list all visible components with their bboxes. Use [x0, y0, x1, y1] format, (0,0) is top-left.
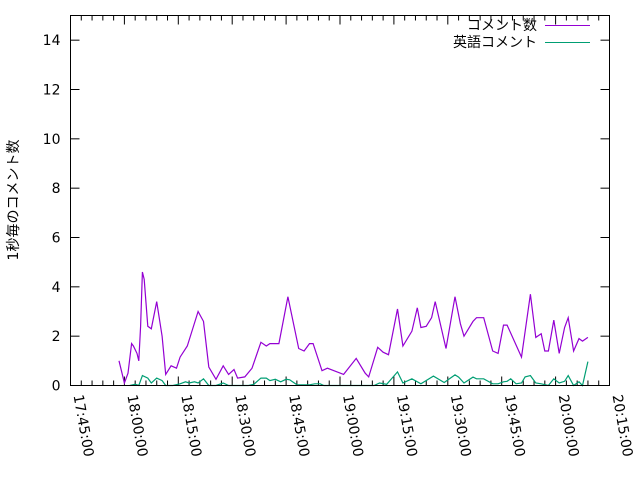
x-tick-label: 18:15:00	[177, 393, 204, 458]
y-tick-label: 4	[52, 280, 61, 296]
x-tick-label: 20:15:00	[609, 393, 636, 458]
series-line-0	[118, 271, 589, 386]
plot-border	[70, 15, 610, 386]
x-tick-label: 20:00:00	[555, 393, 582, 458]
x-tick-label: 18:30:00	[231, 393, 258, 458]
axes: 0 2 4 6 8 10 12 14 17:45:00 18:00:00 18:15:00 18:30…	[43, 15, 636, 458]
y-axis-label: 1秒毎のコメント数	[6, 140, 22, 261]
x-tick-label: 19:45:00	[501, 393, 528, 458]
x-tick-label: 19:15:00	[393, 393, 420, 458]
x-tick-label: 18:45:00	[285, 393, 312, 458]
legend-label-0: コメント数	[467, 18, 537, 34]
y-tick-label: 8	[52, 181, 61, 197]
x-tick-label: 19:00:00	[339, 393, 366, 458]
series-lines	[118, 271, 589, 387]
y-tick-label: 12	[43, 83, 61, 99]
x-tick-label: 19:30:00	[447, 393, 474, 458]
y-tick-label: 2	[52, 329, 61, 345]
y-tick-label: 6	[52, 231, 61, 247]
y-tick-label: 14	[43, 33, 61, 49]
legend-label-1: 英語コメント	[453, 34, 537, 51]
x-tick-label: 17:45:00	[70, 393, 97, 458]
y-tick-label: 0	[52, 379, 61, 395]
legend: コメント数 英語コメント	[453, 18, 590, 51]
x-tick-label: 18:00:00	[123, 393, 150, 458]
y-tick-label: 10	[43, 132, 61, 148]
series-line-1	[129, 361, 589, 387]
